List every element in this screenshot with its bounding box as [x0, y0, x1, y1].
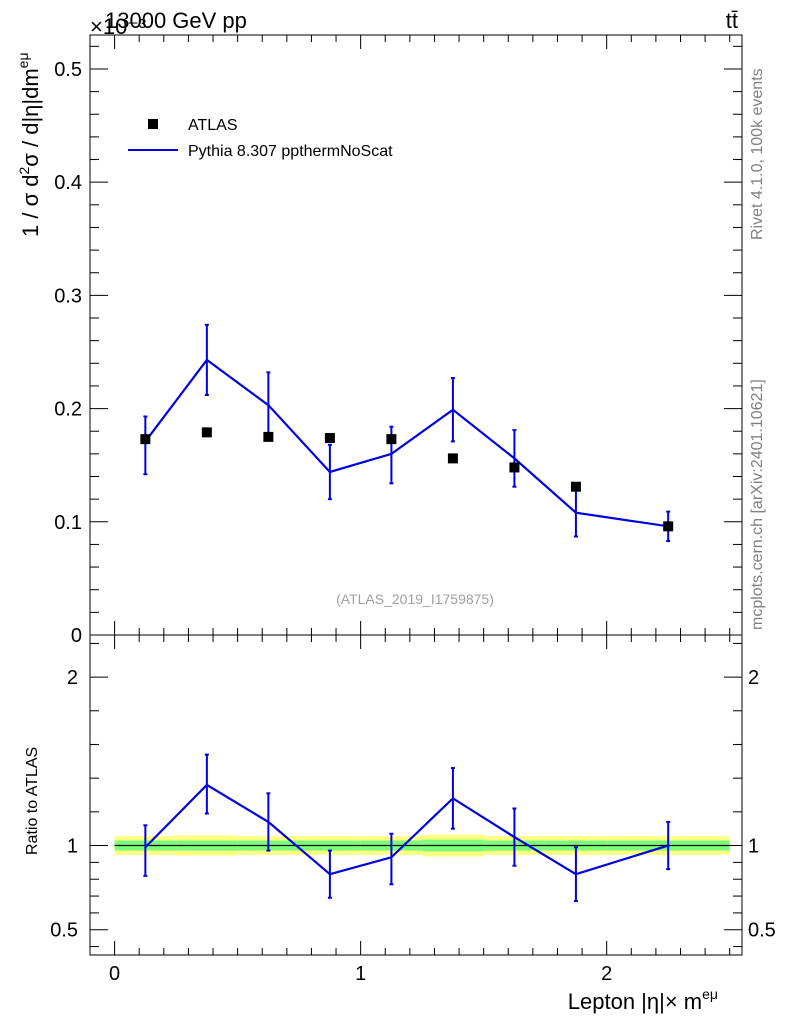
plot-contents: 0 1 2 0 0.1 0.2 0.3 0.4 0.5 0.5 0.5 1 1 2 2	[50, 34, 776, 985]
mc-series-line	[144, 358, 669, 528]
ratio-y-tick-label: 0.5	[50, 920, 78, 942]
legend-data-marker	[148, 119, 158, 129]
legend-data-label: ATLAS	[188, 117, 238, 134]
data-point	[140, 434, 151, 445]
rivet-label: Rivet 4.1.0, 100k events	[749, 68, 766, 240]
data-point	[263, 431, 274, 442]
ratio-y-tick-label: 1	[67, 836, 78, 858]
data-point	[447, 453, 458, 464]
ratio-y-tick-label-right: 2	[748, 667, 759, 689]
x-tick-label: 0	[109, 963, 120, 985]
main-y-axis-label: 1 / σ d2σ / d|η|dmeμ	[15, 52, 43, 237]
y-tick-label: 0.1	[54, 512, 82, 534]
y-tick-label: 0.3	[54, 285, 82, 307]
ylabel-mid: σ / d|η|dm	[18, 68, 43, 166]
legend-mc-label: Pythia 8.307 ppthermNoScat	[188, 143, 393, 160]
y-tick-label: 0	[71, 625, 82, 647]
ylabel-sup: eμ	[15, 52, 31, 68]
ratio-y-tick-label: 2	[67, 667, 78, 689]
ratio-series-line	[144, 783, 669, 876]
data-point	[663, 521, 674, 532]
xlabel-sup: eμ	[702, 986, 718, 1002]
data-point	[570, 481, 581, 492]
plot-title: 13000 GeV pp	[105, 8, 247, 33]
ratio-plot-frame	[89, 634, 743, 956]
data-point	[324, 433, 335, 444]
data-point	[386, 434, 397, 445]
ratio-y-tick-label-right: 1	[748, 836, 759, 858]
analysis-label: (ATLAS_2019_I1759875)	[336, 591, 494, 607]
legend: ATLAS Pythia 8.307 ppthermNoScat	[128, 117, 393, 160]
ylabel-sup2: 2	[16, 167, 32, 175]
mcplots-label: mcplots.cern.ch [arXiv:2401.10621]	[749, 379, 766, 630]
data-point	[509, 462, 520, 473]
x-tick-label: 1	[355, 963, 366, 985]
ratio-y-axis-label: Ratio to ATLAS	[24, 747, 41, 855]
x-tick-label: 2	[601, 963, 612, 985]
y-tick-label: 0.2	[54, 399, 82, 421]
y-tick-label: 0.4	[54, 172, 82, 194]
process-label: tt̄	[726, 8, 738, 33]
ratio-y-tick-label-right: 0.5	[748, 920, 776, 942]
data-point	[201, 427, 212, 438]
x-axis-label: Lepton |η|× meμ	[568, 986, 718, 1014]
y-tick-label: 0.5	[54, 59, 82, 81]
ylabel-main: 1 / σ d	[18, 175, 43, 238]
xlabel-main: Lepton |η|× m	[568, 989, 702, 1014]
